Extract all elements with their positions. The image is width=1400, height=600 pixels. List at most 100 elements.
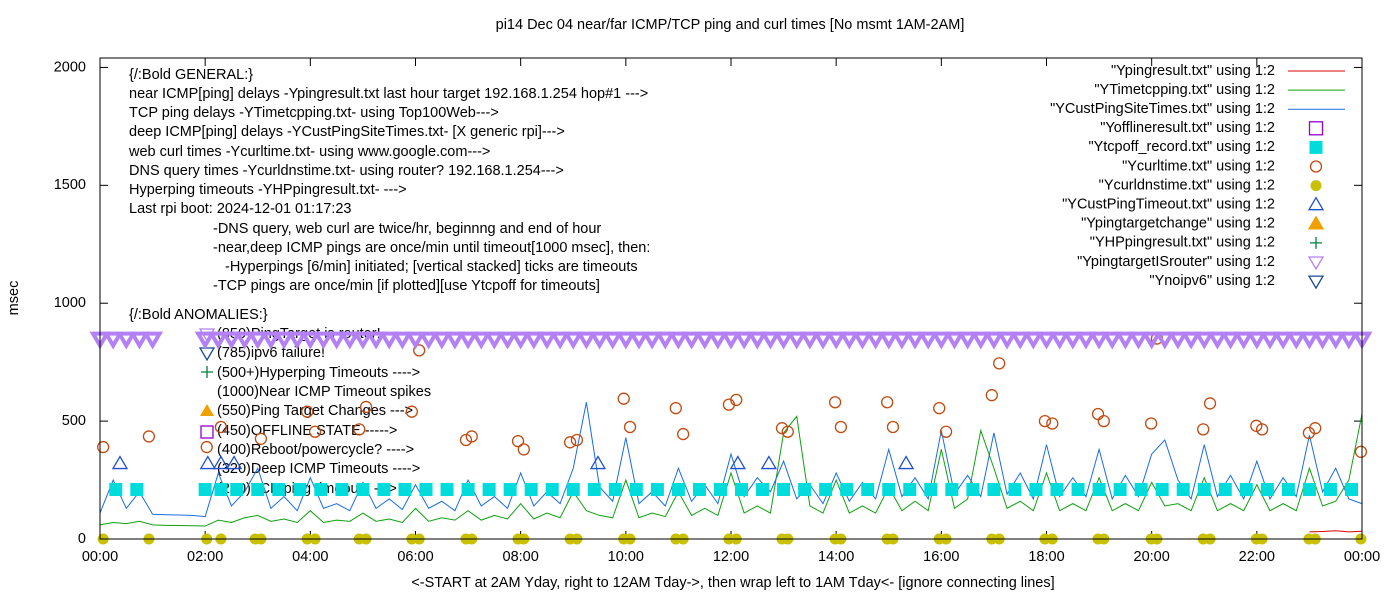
marker <box>391 331 413 350</box>
marker <box>272 482 286 496</box>
x-tick-label: 12:00 <box>713 549 749 565</box>
marker <box>545 482 559 496</box>
marker <box>365 331 387 350</box>
marker <box>1338 331 1360 350</box>
legend-label: "Ypingresult.txt" using 1:2 <box>1111 63 1275 79</box>
marker <box>1046 417 1059 430</box>
marker <box>128 331 150 350</box>
x-tick-label: 18:00 <box>1028 549 1064 565</box>
marker <box>503 482 517 496</box>
marker <box>312 331 334 350</box>
marker <box>326 331 348 350</box>
marker <box>608 482 622 496</box>
marker <box>1154 331 1176 350</box>
marker <box>676 427 690 441</box>
marker <box>549 331 571 350</box>
marker <box>903 482 917 496</box>
marker <box>299 331 321 350</box>
marker <box>1312 331 1334 350</box>
marker <box>260 331 282 350</box>
marker <box>730 393 743 407</box>
marker <box>904 331 926 350</box>
legend-swatch <box>1307 256 1325 271</box>
marker <box>623 420 637 434</box>
legend-label: "YHPpingresult.txt" using 1:2 <box>1090 235 1275 251</box>
marker <box>207 331 229 350</box>
series-line <box>99 413 1363 527</box>
annotation: web curl times -Ycurltime.txt- using www… <box>128 144 490 160</box>
marker <box>943 331 965 350</box>
marker <box>1088 331 1110 350</box>
annotation: TCP ping delays -YTimetcpping.txt- using… <box>129 105 499 121</box>
marker <box>1176 482 1190 496</box>
marker <box>1218 482 1232 496</box>
marker <box>707 331 729 350</box>
marker <box>1009 331 1031 350</box>
annotation-marker <box>201 366 213 378</box>
marker <box>314 482 328 496</box>
marker <box>517 443 530 456</box>
marker <box>786 331 808 350</box>
legend-label: "Ycurltime.txt" using 1:2 <box>1122 158 1275 174</box>
marker <box>628 331 650 350</box>
marker <box>933 401 946 415</box>
marker <box>1101 331 1123 350</box>
marker <box>1008 482 1022 496</box>
marker <box>1029 482 1043 496</box>
marker <box>398 482 412 496</box>
marker <box>1155 482 1169 496</box>
marker <box>198 482 212 496</box>
marker <box>1167 331 1189 350</box>
annotation: Hyperping timeouts -YHPpingresult.txt- -… <box>129 182 407 198</box>
marker <box>1323 482 1337 496</box>
marker <box>1325 331 1347 350</box>
marker <box>524 482 538 496</box>
x-tick-label: 14:00 <box>818 549 854 565</box>
legend-swatch <box>1309 160 1323 173</box>
marker <box>1302 426 1316 440</box>
legend-label: "Yofflineresult.txt" using 1:2 <box>1100 120 1275 136</box>
marker <box>194 331 216 350</box>
marker <box>886 420 900 434</box>
annotation: -TCP pings are once/min [if plotted][use… <box>213 278 600 294</box>
legend-swatch <box>1309 140 1323 154</box>
marker <box>523 331 545 350</box>
marker <box>881 396 894 409</box>
marker <box>111 455 129 470</box>
marker <box>828 396 842 409</box>
marker <box>1197 423 1210 436</box>
marker <box>694 331 716 350</box>
annotation: (500+)Hyperping Timeouts ----> <box>217 365 420 381</box>
marker <box>1302 482 1316 496</box>
marker <box>1097 414 1110 428</box>
marker <box>1062 331 1084 350</box>
marker <box>1022 331 1044 350</box>
marker <box>200 440 213 454</box>
x-tick-label: 20:00 <box>1134 549 1170 565</box>
marker <box>1134 482 1148 496</box>
y-tick-label: 1500 <box>54 177 86 193</box>
legend-label: "YCustPingSiteTimes.txt" using 1:2 <box>1050 101 1275 117</box>
marker <box>1239 482 1253 496</box>
marker <box>897 455 915 470</box>
marker <box>760 455 777 470</box>
marker <box>335 482 349 496</box>
marker <box>431 331 453 350</box>
marker <box>339 331 361 350</box>
marker <box>966 482 980 496</box>
x-tick-label: 16:00 <box>923 549 959 565</box>
marker <box>273 331 295 350</box>
annotations: {/:Bold GENERAL:} near ICMP[ping] delays… <box>128 67 650 497</box>
y-axis-label: msec <box>6 281 22 316</box>
marker <box>1259 331 1281 350</box>
marker <box>225 455 243 470</box>
annotation: {/:Bold ANOMALIES:} <box>129 307 268 323</box>
marker <box>212 455 230 470</box>
x-tick-label: 04:00 <box>292 549 328 565</box>
marker <box>536 331 558 350</box>
marker <box>602 331 624 350</box>
marker <box>419 482 433 496</box>
marker <box>353 423 366 436</box>
annotation: (1000)Near ICMP Timeout spikes <box>217 384 431 400</box>
marker <box>882 482 896 496</box>
